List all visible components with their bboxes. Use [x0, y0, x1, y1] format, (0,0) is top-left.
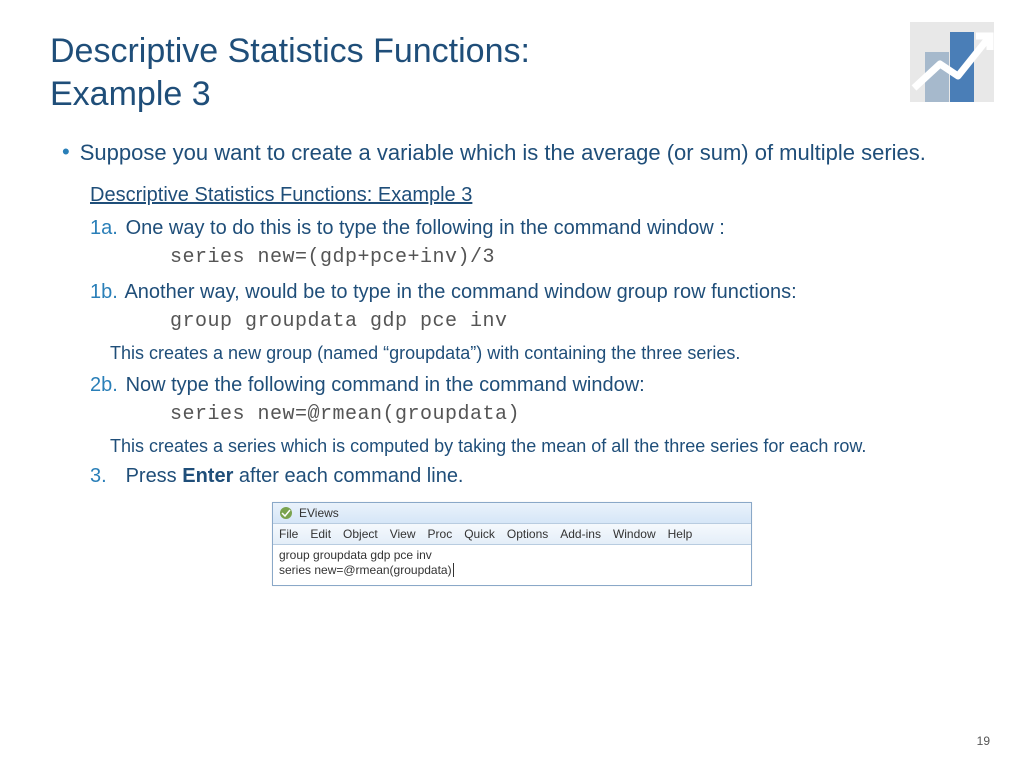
menu-edit[interactable]: Edit — [310, 527, 331, 541]
step-2b: 2b. Now type the following command in th… — [90, 372, 974, 399]
menu-proc[interactable]: Proc — [428, 527, 453, 541]
subheading: Descriptive Statistics Functions: Exampl… — [90, 184, 974, 207]
step-3-bold: Enter — [182, 465, 233, 487]
step-1a-text: One way to do this is to type the follow… — [126, 217, 725, 239]
step-1b-num: 1b. — [90, 279, 120, 306]
menu-object[interactable]: Object — [343, 527, 378, 541]
page-number: 19 — [977, 734, 990, 748]
note-1: This creates a new group (named “groupda… — [110, 343, 974, 364]
intro-text: Suppose you want to create a variable wh… — [80, 139, 926, 168]
logo-icon — [910, 22, 994, 102]
note-2: This creates a series which is computed … — [110, 436, 974, 457]
code-2b: series new=@rmean(groupdata) — [170, 403, 974, 426]
eviews-screenshot: EViews File Edit Object View Proc Quick … — [272, 502, 752, 586]
code-1b: group groupdata gdp pce inv — [170, 310, 974, 333]
step-3-num: 3. — [90, 465, 120, 488]
eviews-title: EViews — [299, 506, 339, 520]
code-1a: series new=(gdp+pce+inv)/3 — [170, 246, 974, 269]
eviews-titlebar: EViews — [273, 503, 751, 524]
step-3-pre: Press — [126, 465, 183, 487]
step-1b-text: Another way, would be to type in the com… — [124, 281, 796, 303]
eviews-app-icon — [279, 506, 293, 520]
menu-quick[interactable]: Quick — [464, 527, 495, 541]
menu-help[interactable]: Help — [668, 527, 693, 541]
menu-addins[interactable]: Add-ins — [560, 527, 601, 541]
menu-file[interactable]: File — [279, 527, 298, 541]
menu-options[interactable]: Options — [507, 527, 548, 541]
step-1b: 1b. Another way, would be to type in the… — [90, 279, 974, 306]
eviews-menubar: File Edit Object View Proc Quick Options… — [273, 524, 751, 545]
text-cursor-icon — [453, 563, 454, 577]
menu-view[interactable]: View — [390, 527, 416, 541]
step-2b-num: 2b. — [90, 372, 120, 399]
bullet-dot-icon: • — [62, 139, 70, 165]
menu-window[interactable]: Window — [613, 527, 656, 541]
eviews-line1: group groupdata gdp pce inv — [279, 548, 745, 564]
step-1a-num: 1a. — [90, 215, 120, 242]
step-2b-text: Now type the following command in the co… — [126, 374, 645, 396]
slide-title: Descriptive Statistics Functions:Example… — [50, 30, 974, 115]
step-3: 3. Press Enter after each command line. — [90, 465, 974, 488]
eviews-command-area[interactable]: group groupdata gdp pce inv series new=@… — [273, 545, 751, 585]
intro-bullet: • Suppose you want to create a variable … — [62, 139, 974, 168]
step-1a: 1a. One way to do this is to type the fo… — [90, 215, 974, 242]
eviews-line2: series new=@rmean(groupdata) — [279, 563, 452, 577]
step-3-post: after each command line. — [233, 465, 463, 487]
